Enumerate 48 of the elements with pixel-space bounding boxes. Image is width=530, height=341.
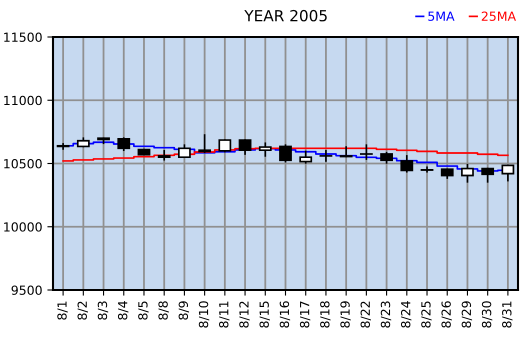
candlestick (340, 146, 353, 158)
legend-label: 25MA (482, 11, 516, 21)
candlestick (380, 152, 393, 164)
x-tick-label: 8/12 (239, 302, 250, 328)
x-tick-label: 8/31 (502, 302, 512, 328)
legend-label: 5MA (428, 12, 455, 21)
x-tick-label: 8/1 (57, 302, 68, 320)
x-tick-label: 8/23 (380, 301, 392, 328)
x-tick-label: 8/19 (340, 301, 351, 328)
candlestick (279, 144, 292, 162)
x-tick-label: 8/29 (462, 301, 472, 328)
x-tick-label: 8/5 (138, 302, 149, 320)
x-tick-label: 8/3 (98, 301, 108, 320)
x-tick-label: 8/8 (158, 301, 169, 320)
candlestick (299, 150, 312, 164)
x-tick-label: 8/10 (198, 301, 210, 328)
candlestick (238, 139, 252, 155)
x-tick-label: 8/16 (280, 301, 290, 328)
x-tick-label: 8/11 (219, 302, 230, 328)
candlestick (360, 144, 373, 160)
x-tick-label: 8/4 (118, 301, 128, 320)
y-tick-label: 11500 (4, 32, 42, 42)
candlestick (117, 137, 130, 152)
candlestick (400, 155, 414, 173)
y-tick-label: 11000 (4, 96, 42, 106)
candlestick (501, 164, 514, 182)
chart-title: YEAR 2005 (244, 10, 327, 22)
candlestick (481, 168, 494, 183)
candlestick (178, 144, 191, 158)
x-tick-label: 8/18 (320, 301, 331, 328)
y-tick-label: 9500 (12, 285, 42, 295)
x-tick-label: 8/25 (421, 302, 432, 328)
candlestick (198, 134, 212, 153)
candlestick (258, 142, 272, 157)
x-tick-label: 8/26 (441, 301, 452, 328)
y-tick-label: 10500 (4, 158, 42, 168)
x-tick-label: 8/9 (178, 301, 190, 320)
x-tick-label: 8/30 (482, 301, 492, 328)
candlestick (461, 164, 474, 183)
x-tick-label: 8/17 (300, 301, 310, 328)
y-tick-label: 10000 (4, 222, 42, 232)
x-tick-label: 8/24 (400, 301, 412, 328)
candlestick (218, 139, 232, 152)
x-tick-label: 8/22 (360, 302, 371, 328)
candlestick (320, 150, 332, 162)
x-tick-label: 8/15 (259, 302, 270, 328)
x-tick-label: 8/2 (78, 302, 88, 320)
candlestick (420, 166, 434, 173)
